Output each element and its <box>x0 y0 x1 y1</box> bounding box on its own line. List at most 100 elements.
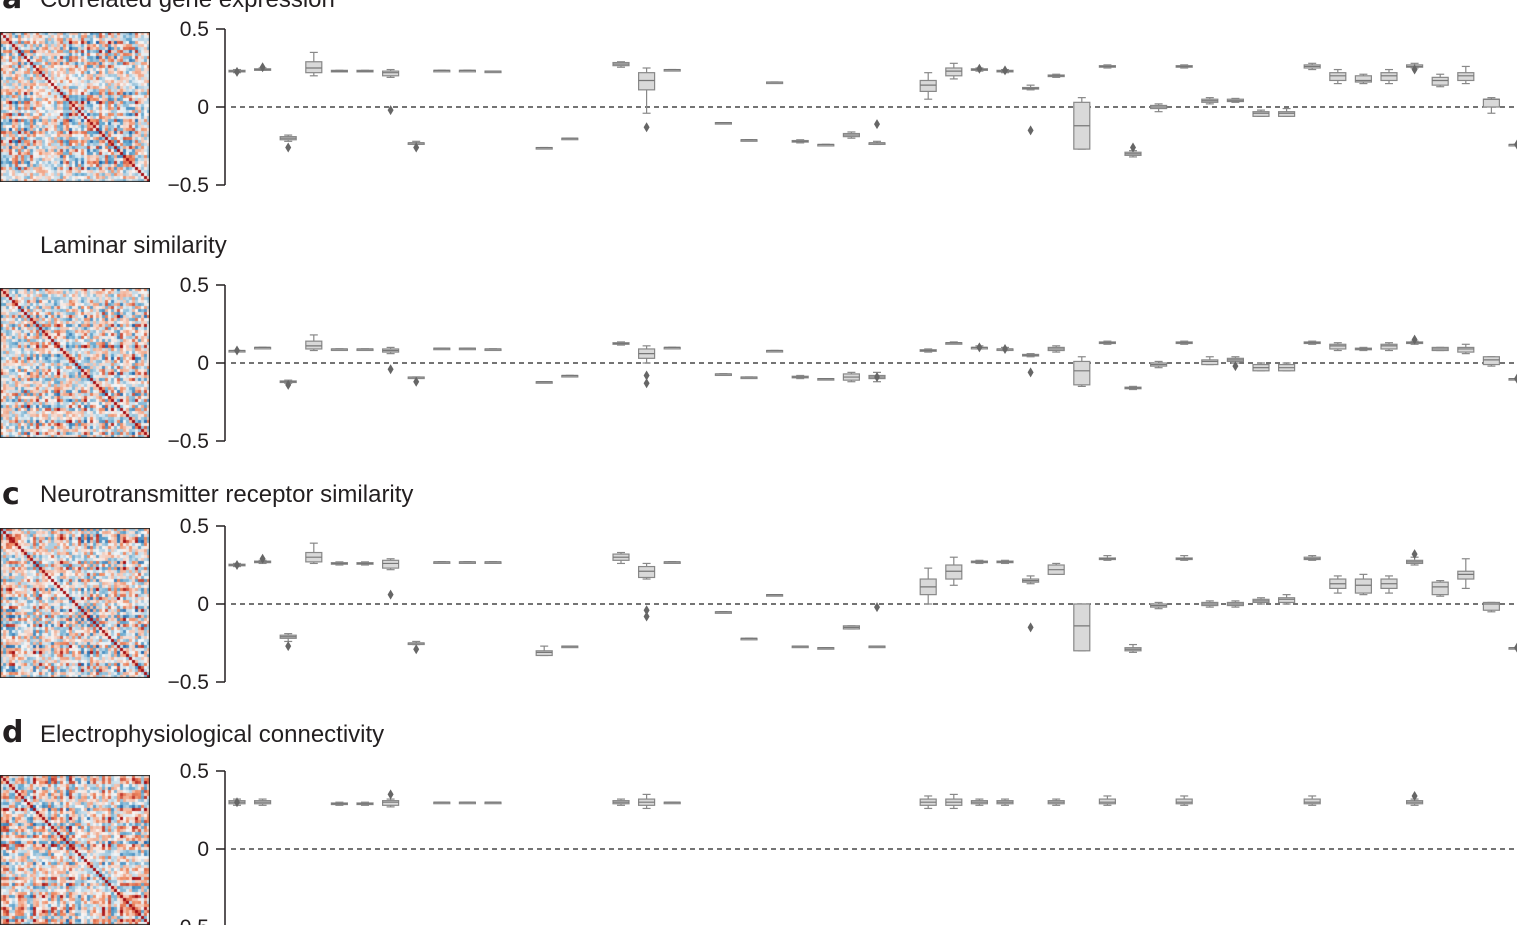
box-7 <box>382 68 400 116</box>
box-16 <box>612 61 630 68</box>
outlier-point <box>1411 334 1418 345</box>
box-44 <box>1329 342 1347 352</box>
box-18 <box>663 68 681 72</box>
box-iqr <box>382 800 400 806</box>
box-10 <box>458 561 476 564</box>
box-51 <box>1508 139 1517 150</box>
box-17 <box>638 562 656 622</box>
box-40 <box>1226 97 1245 103</box>
box-11 <box>484 70 502 74</box>
box-20 <box>714 611 733 614</box>
box-5 <box>330 348 348 352</box>
box-14 <box>561 374 579 378</box>
box-38 <box>1175 795 1193 806</box>
boxplot-chart-a: 0.5 0 −0.5 <box>168 18 1517 197</box>
box-2 <box>253 62 272 73</box>
box-43 <box>1303 62 1321 71</box>
box-iqr <box>382 70 400 77</box>
panel-letter-c: c <box>2 477 20 512</box>
box-49 <box>1457 65 1475 85</box>
box-iqr <box>1431 76 1449 86</box>
box-iqr <box>1508 378 1517 381</box>
box-iqr <box>1380 343 1398 350</box>
y-tick-label: 0.5 <box>180 274 209 297</box>
box-33 <box>1047 798 1065 806</box>
box-18 <box>663 561 681 564</box>
box-32 <box>1021 575 1040 633</box>
y-tick-label: 0.5 <box>180 760 209 783</box>
box-iqr <box>1457 570 1475 580</box>
box-iqr <box>1329 72 1347 82</box>
y-tick-label: −0.5 <box>168 671 209 694</box>
box-31 <box>996 65 1014 76</box>
box-24 <box>817 378 835 381</box>
box-42 <box>1277 362 1296 372</box>
outlier-point <box>1002 65 1008 76</box>
box-25 <box>842 371 861 383</box>
box-36 <box>1124 385 1142 391</box>
outlier-point <box>285 379 292 390</box>
outlier-point <box>387 789 394 800</box>
box-50 <box>1482 601 1501 613</box>
box-38 <box>1175 340 1193 345</box>
box-34 <box>1073 603 1091 652</box>
box-40 <box>1226 600 1245 608</box>
box-40 <box>1226 356 1245 372</box>
box-iqr <box>535 650 553 657</box>
box-46 <box>1380 68 1398 85</box>
panel-title-d: Electrophysiological connectivity <box>40 721 385 748</box>
box-13 <box>535 645 553 657</box>
box-39 <box>1201 97 1219 105</box>
box-iqr <box>919 79 937 93</box>
box-46 <box>1380 575 1398 594</box>
outlier-point <box>1514 373 1517 384</box>
boxplot-chart-d: 0.5 0 −0.5 <box>168 760 1517 925</box>
box-37 <box>1149 103 1168 113</box>
box-20 <box>714 121 733 125</box>
box-iqr <box>1354 75 1373 83</box>
box-30 <box>970 559 989 565</box>
y-tick-label: 0.5 <box>180 18 209 41</box>
box-37 <box>1149 360 1168 369</box>
box-16 <box>612 341 630 346</box>
outlier-point <box>413 644 420 655</box>
outlier-point <box>234 560 240 570</box>
outlier-point <box>874 119 880 130</box>
panel-title-a: Correlated gene expression <box>40 0 335 13</box>
box-48 <box>1431 346 1449 352</box>
box-1 <box>228 345 246 356</box>
outlier-point <box>259 62 266 73</box>
outlier-point <box>387 364 394 375</box>
box-39 <box>1201 600 1219 608</box>
box-41 <box>1252 597 1270 605</box>
box-24 <box>817 647 835 650</box>
box-6 <box>356 69 374 73</box>
box-21 <box>740 376 758 380</box>
box-36 <box>1124 643 1142 653</box>
y-tick-label: 0 <box>197 593 209 616</box>
box-50 <box>1482 356 1501 367</box>
outlier-point <box>1514 139 1517 150</box>
matrix-heatmap-d <box>0 775 150 925</box>
outlier-point <box>976 342 983 353</box>
matrix-heatmap-a <box>0 32 150 182</box>
box-4 <box>305 542 323 565</box>
box-23 <box>791 374 809 380</box>
box-47 <box>1405 62 1424 75</box>
outlier-point <box>285 142 292 153</box>
box-6 <box>356 561 374 566</box>
box-14 <box>561 645 579 649</box>
box-26 <box>868 371 886 383</box>
box-22 <box>765 594 784 597</box>
outlier-point <box>259 553 266 564</box>
box-25 <box>842 625 861 630</box>
box-28 <box>919 795 937 810</box>
box-49 <box>1457 558 1475 590</box>
box-26 <box>868 602 886 649</box>
box-35 <box>1098 555 1117 561</box>
box-37 <box>1149 601 1168 610</box>
y-tick-label: 0 <box>197 352 209 375</box>
box-7 <box>382 558 400 600</box>
box-2 <box>253 346 272 350</box>
box-iqr <box>1482 356 1501 366</box>
